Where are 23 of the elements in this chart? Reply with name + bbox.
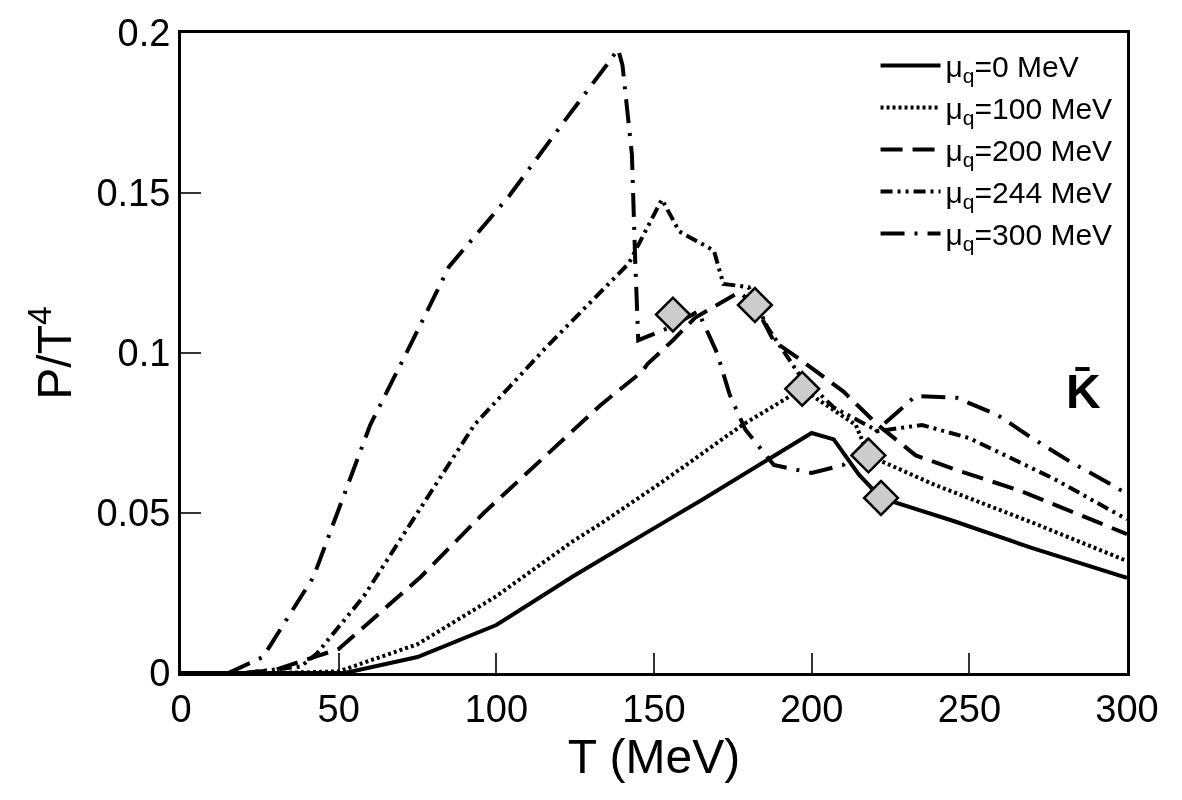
legend-label: μ$_{q}$=0 MeV <box>945 50 1079 88</box>
legend-label: μ$_{q}$=100 MeV <box>945 92 1113 130</box>
annotation: K̄ <box>1066 365 1101 418</box>
point <box>850 437 887 474</box>
point <box>736 286 774 324</box>
point <box>784 370 821 407</box>
legend-label: μ$_{q}$=244 MeV <box>945 176 1113 214</box>
y-tick-label: 0.1 <box>117 332 171 375</box>
point <box>654 296 692 333</box>
x-tick-label: 50 <box>317 687 360 730</box>
x-tick-label: 150 <box>622 687 686 730</box>
y-tick-label: 0.05 <box>96 492 171 535</box>
legend-label: μ$_{q}$=300 MeV <box>945 218 1113 256</box>
x-tick-label: 100 <box>464 687 529 730</box>
legend-label: μ$_{q}$=200 MeV <box>945 134 1113 172</box>
point <box>862 479 900 517</box>
x-tick-label: 250 <box>937 687 1002 730</box>
y-tick-label: 0.2 <box>117 12 171 55</box>
x-axis-title: T (MeV) <box>567 729 741 783</box>
x-tick-label: 300 <box>1095 687 1159 730</box>
y-tick-label: 0.15 <box>96 172 171 215</box>
x-tick-label: 200 <box>779 687 844 730</box>
y-tick-label: 0 <box>149 652 171 695</box>
